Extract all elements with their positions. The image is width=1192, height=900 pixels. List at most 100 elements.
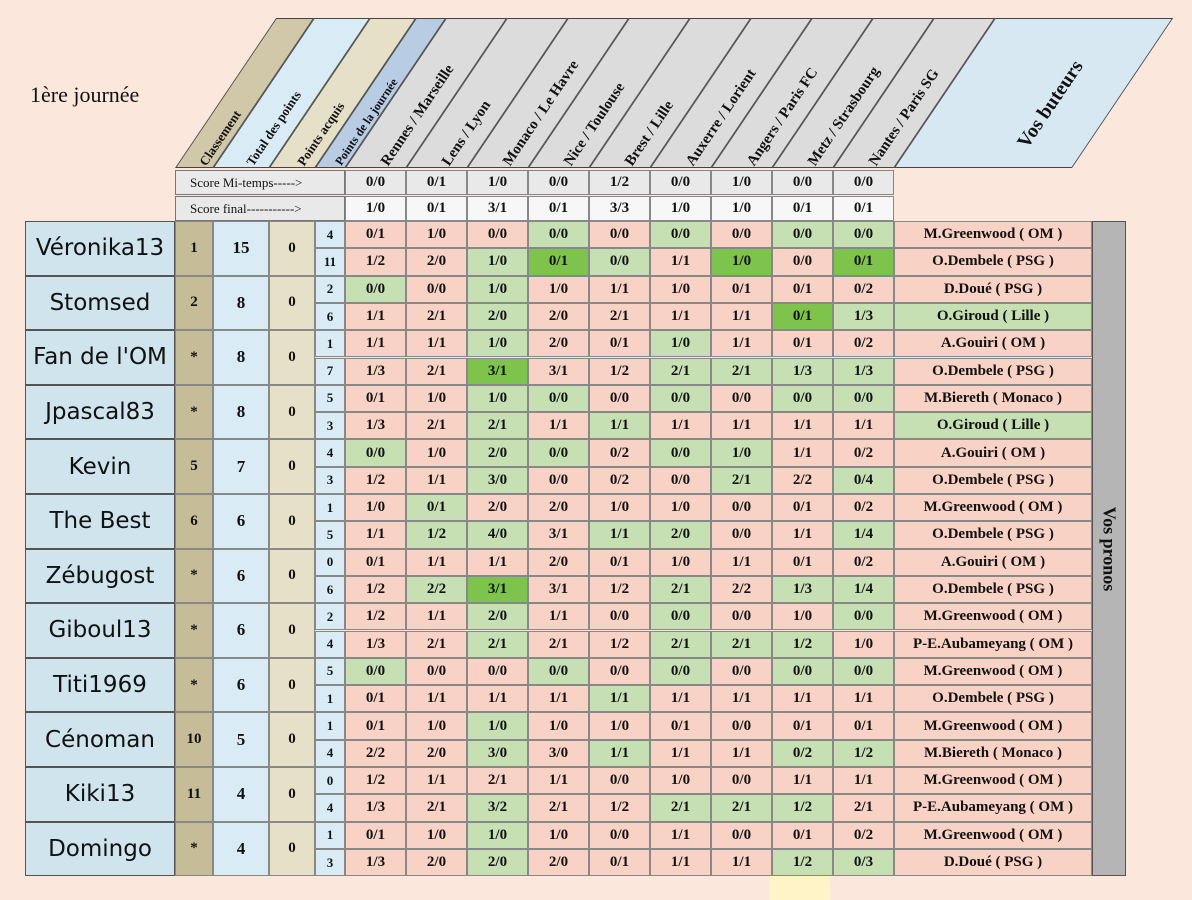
prono-cell: 1/1: [650, 412, 711, 440]
points-journee: 11: [315, 248, 345, 276]
scorer-cell: A.Gouiri ( OM ): [894, 548, 1092, 576]
prono-cell: 0/0: [467, 221, 528, 249]
prono-cell: 2/1: [711, 466, 772, 494]
prono-cell: 0/2: [833, 548, 894, 576]
player-total: 7: [213, 439, 269, 494]
prono-cell: 1/0: [650, 494, 711, 522]
prono-cell: 0/0: [528, 221, 589, 249]
prono-cell: 2/1: [650, 575, 711, 604]
prono-cell: 2/0: [528, 330, 589, 358]
prono-cell: 1/0: [528, 712, 589, 740]
vos-pronos-bar: Vos pronos: [1092, 221, 1126, 876]
prono-cell: 0/1: [589, 548, 650, 576]
player-acquis: 0: [269, 548, 315, 604]
prono-cell: 0/1: [345, 821, 406, 849]
prono-cell: 0/0: [528, 657, 589, 686]
prono-cell: 1/2: [345, 603, 406, 631]
scorer-cell: M.Greenwood ( OM ): [894, 821, 1092, 849]
prono-cell: 0/2: [833, 821, 894, 849]
prono-cell: 1/1: [711, 330, 772, 358]
prono-cell: 0/0: [711, 521, 772, 549]
prono-cell: 1/2: [589, 357, 650, 385]
points-journee: 1: [315, 821, 345, 849]
prono-cell: 0/1: [345, 384, 406, 413]
prono-cell: 0/0: [528, 439, 589, 467]
prono-cell: 1/2: [589, 794, 650, 822]
points-journee: 3: [315, 848, 345, 877]
prono-cell: 1/0: [467, 384, 528, 413]
prono-cell: 2/0: [467, 848, 528, 877]
score-final-cell: 0/1: [772, 196, 833, 221]
prono-cell: 1/2: [345, 248, 406, 276]
prono-cell: 0/1: [650, 712, 711, 740]
points-journee: 4: [315, 221, 345, 249]
prono-cell: 1/3: [772, 357, 833, 385]
prono-cell: 2/0: [467, 494, 528, 522]
scorer-cell: O.Dembele ( PSG ): [894, 466, 1092, 494]
prono-cell: 0/0: [711, 712, 772, 740]
prono-cell: 0/0: [589, 221, 650, 249]
prono-cell: 0/0: [589, 821, 650, 849]
prono-cell: 0/1: [772, 494, 833, 522]
score-mi-temps-cell: 1/2: [589, 170, 650, 195]
prono-cell: 1/3: [772, 575, 833, 604]
scorer-cell: M.Greenwood ( OM ): [894, 603, 1092, 631]
prono-cell: 1/1: [833, 685, 894, 713]
prono-cell: 2/2: [772, 466, 833, 494]
prono-cell: 2/1: [711, 357, 772, 385]
prono-cell: 1/1: [345, 521, 406, 549]
prono-cell: 0/1: [772, 821, 833, 849]
prono-cell: 2/1: [467, 412, 528, 440]
prono-cell: 1/1: [406, 767, 467, 795]
prono-cell: 2/0: [467, 439, 528, 467]
prono-cell: 3/1: [528, 575, 589, 604]
scorer-cell: M.Biereth ( Monaco ): [894, 384, 1092, 413]
player-rank: *: [175, 821, 213, 877]
scorer-cell: M.Greenwood ( OM ): [894, 657, 1092, 686]
prono-cell: 1/0: [650, 330, 711, 358]
points-journee: 3: [315, 412, 345, 440]
prono-cell: 0/1: [345, 712, 406, 740]
prono-cell: 1/0: [467, 330, 528, 358]
score-mi-temps-label: Score Mi-temps----->: [175, 170, 345, 195]
score-final-cell: 0/1: [406, 196, 467, 221]
prono-cell: 1/1: [711, 412, 772, 440]
prono-cell: 0/1: [772, 275, 833, 303]
prono-cell: 2/1: [406, 630, 467, 658]
prono-cell: 2/0: [406, 739, 467, 767]
prono-cell: 1/1: [589, 412, 650, 440]
player-rank: *: [175, 330, 213, 385]
prono-cell: 1/1: [467, 548, 528, 576]
player-name: Domingo: [25, 821, 175, 877]
prono-cell: 2/1: [467, 767, 528, 795]
prono-cell: 3/1: [467, 575, 528, 604]
score-final-cell: 1/0: [345, 196, 406, 221]
prono-cell: 0/0: [833, 603, 894, 631]
prono-cell: 3/0: [528, 739, 589, 767]
prono-cell: 1/2: [406, 521, 467, 549]
prono-cell: 1/0: [467, 248, 528, 276]
prono-cell: 0/1: [345, 548, 406, 576]
prono-cell: 1/1: [528, 412, 589, 440]
prono-cell: 1/3: [345, 794, 406, 822]
prono-cell: 1/3: [345, 848, 406, 877]
prono-cell: 0/0: [833, 657, 894, 686]
prono-cell: 1/1: [589, 739, 650, 767]
prono-cell: 1/1: [528, 685, 589, 713]
prono-cell: 0/0: [589, 767, 650, 795]
prono-cell: 0/0: [772, 221, 833, 249]
prono-cell: 2/1: [833, 794, 894, 822]
scorer-cell: O.Dembele ( PSG ): [894, 521, 1092, 549]
prono-cell: 3/1: [467, 357, 528, 385]
prono-cell: 0/4: [833, 466, 894, 494]
prono-cell: 4/0: [467, 521, 528, 549]
score-mi-temps-cell: 0/0: [772, 170, 833, 195]
prono-cell: 1/1: [406, 330, 467, 358]
player-name: Jpascal83: [25, 384, 175, 440]
prono-cell: 0/0: [528, 384, 589, 413]
scorer-cell: M.Biereth ( Monaco ): [894, 739, 1092, 767]
prono-cell: 0/2: [833, 330, 894, 358]
prono-cell: 3/1: [528, 357, 589, 385]
prono-cell: 0/0: [345, 657, 406, 686]
prono-cell: 2/0: [528, 548, 589, 576]
